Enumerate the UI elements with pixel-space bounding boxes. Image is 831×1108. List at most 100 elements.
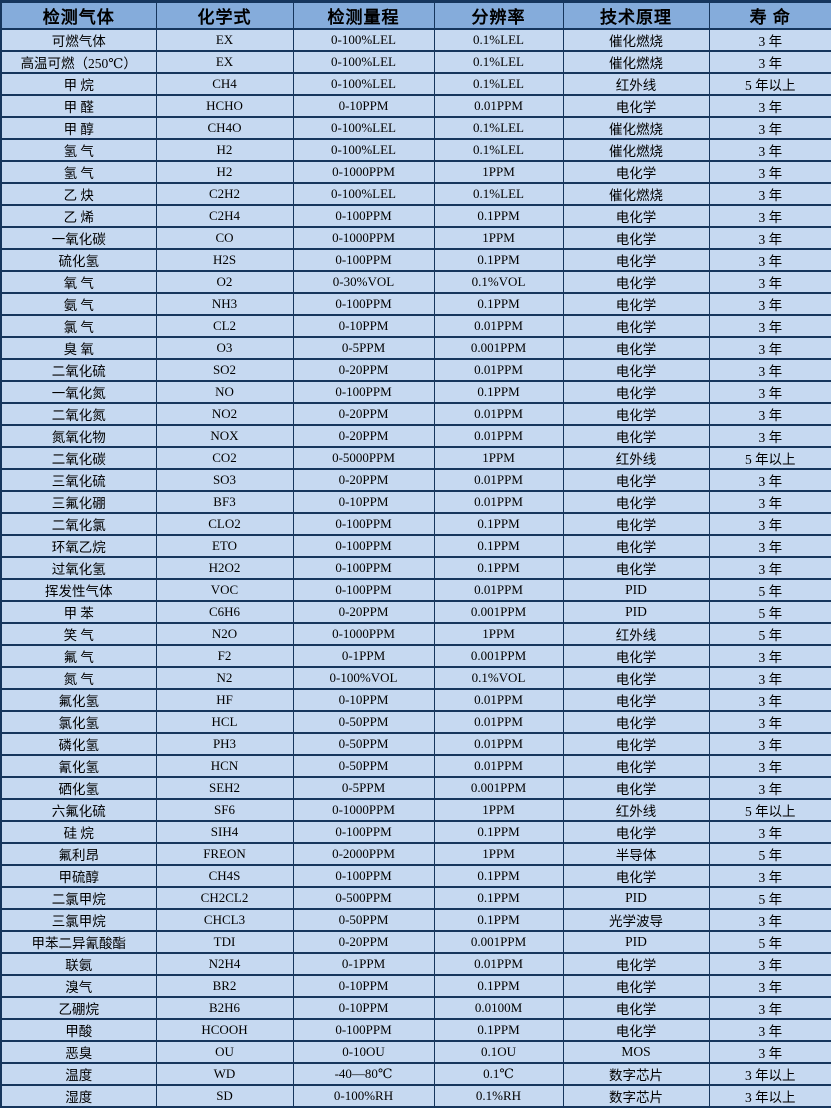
table-cell: 电化学 — [562, 688, 710, 712]
table-cell: 3 年以上 — [708, 1062, 831, 1086]
table-row: 乙 烯 C2H4 0-100PPM 0.1PPM 电化学 3 年 — [0, 204, 831, 228]
table-cell: 3 年 — [708, 908, 831, 932]
table-cell: CL2 — [155, 314, 294, 338]
table-cell: CO — [155, 226, 294, 250]
table-cell: -40—80℃ — [292, 1062, 435, 1086]
table-row: 甲苯二异氰酸酯 TDI 0-20PPM 0.001PPM PID 5 年 — [0, 930, 831, 954]
table-row: 氮氧化物 NOX 0-20PPM 0.01PPM 电化学 3 年 — [0, 424, 831, 448]
table-cell: 三氯甲烷 — [0, 908, 157, 932]
table-cell: 3 年 — [708, 732, 831, 756]
table-cell: ETO — [155, 534, 294, 558]
table-cell: 0.01PPM — [433, 732, 564, 756]
table-row: 联氨 N2H4 0-1PPM 0.01PPM 电化学 3 年 — [0, 952, 831, 976]
table-cell: MOS — [562, 1040, 710, 1064]
table-cell: 0-50PPM — [292, 908, 435, 932]
table-row: 甲 苯 C6H6 0-20PPM 0.001PPM PID 5 年 — [0, 600, 831, 624]
table-cell: 0-500PPM — [292, 886, 435, 910]
table-cell: N2O — [155, 622, 294, 646]
table-cell: 乙硼烷 — [0, 996, 157, 1020]
table-cell: O2 — [155, 270, 294, 294]
table-cell: 0-10PPM — [292, 974, 435, 998]
table-cell: 0.1%LEL — [433, 28, 564, 52]
table-cell: 3 年 — [708, 974, 831, 998]
table-cell: 0-100%LEL — [292, 28, 435, 52]
table-cell: HCN — [155, 754, 294, 778]
table-row: 甲硫醇 CH4S 0-100PPM 0.1PPM 电化学 3 年 — [0, 864, 831, 888]
table-cell: 0.1%VOL — [433, 270, 564, 294]
table-cell: 0.001PPM — [433, 930, 564, 954]
table-cell: 3 年 — [708, 160, 831, 184]
table-cell: 甲 醇 — [0, 116, 157, 140]
table-cell: 二氧化氯 — [0, 512, 157, 536]
table-cell: 0.01PPM — [433, 358, 564, 382]
table-cell: 电化学 — [562, 710, 710, 734]
table-row: 氯化氢 HCL 0-50PPM 0.01PPM 电化学 3 年 — [0, 710, 831, 734]
table-cell: PID — [562, 886, 710, 910]
table-cell: 3 年 — [708, 1018, 831, 1042]
table-cell: NO2 — [155, 402, 294, 426]
table-cell: HCL — [155, 710, 294, 734]
table-cell: 电化学 — [562, 974, 710, 998]
table-row: 恶臭 OU 0-10OU 0.1OU MOS 3 年 — [0, 1040, 831, 1064]
table-cell: 氨 气 — [0, 292, 157, 316]
table-row: 硒化氢 SEH2 0-5PPM 0.001PPM 电化学 3 年 — [0, 776, 831, 800]
table-cell: 5 年以上 — [708, 798, 831, 822]
table-cell: 3 年 — [708, 688, 831, 712]
table-cell: 0-100PPM — [292, 534, 435, 558]
table-row: 二氯甲烷 CH2CL2 0-500PPM 0.1PPM PID 5 年 — [0, 886, 831, 910]
table-cell: 磷化氢 — [0, 732, 157, 756]
table-cell: C6H6 — [155, 600, 294, 624]
table-row: 甲酸 HCOOH 0-100PPM 0.1PPM 电化学 3 年 — [0, 1018, 831, 1042]
table-cell: 0.1PPM — [433, 204, 564, 228]
table-cell: CH4 — [155, 72, 294, 96]
table-cell: 0-100PPM — [292, 204, 435, 228]
table-row: 二氧化氮 NO2 0-20PPM 0.01PPM 电化学 3 年 — [0, 402, 831, 426]
table-cell: 1PPM — [433, 798, 564, 822]
table-cell: 3 年 — [708, 952, 831, 976]
table-cell: 3 年 — [708, 380, 831, 404]
table-cell: HCHO — [155, 94, 294, 118]
table-cell: EX — [155, 50, 294, 74]
table-cell: 0.01PPM — [433, 952, 564, 976]
table-cell: H2 — [155, 138, 294, 162]
table-row: 环氧乙烷 ETO 0-100PPM 0.1PPM 电化学 3 年 — [0, 534, 831, 558]
table-cell: 3 年 — [708, 182, 831, 206]
table-row: 甲 醇 CH4O 0-100%LEL 0.1%LEL 催化燃烧 3 年 — [0, 116, 831, 140]
table-row: 氯 气 CL2 0-10PPM 0.01PPM 电化学 3 年 — [0, 314, 831, 338]
table-row: 甲 烷 CH4 0-100%LEL 0.1%LEL 红外线 5 年以上 — [0, 72, 831, 96]
table-cell: 0-20PPM — [292, 930, 435, 954]
table-cell: SO2 — [155, 358, 294, 382]
table-cell: B2H6 — [155, 996, 294, 1020]
table-cell: 电化学 — [562, 292, 710, 316]
table-cell: 甲苯二异氰酸酯 — [0, 930, 157, 954]
table-cell: 电化学 — [562, 424, 710, 448]
table-cell: 5 年 — [708, 930, 831, 954]
table-row: 一氧化氮 NO 0-100PPM 0.1PPM 电化学 3 年 — [0, 380, 831, 404]
table-cell: 0.1PPM — [433, 248, 564, 272]
table-row: 氧 气 O2 0-30%VOL 0.1%VOL 电化学 3 年 — [0, 270, 831, 294]
table-cell: CHCL3 — [155, 908, 294, 932]
table-cell: 六氟化硫 — [0, 798, 157, 822]
table-cell: 0.1PPM — [433, 886, 564, 910]
table-row: 乙硼烷 B2H6 0-10PPM 0.0100M 电化学 3 年 — [0, 996, 831, 1020]
table-row: 笑 气 N2O 0-1000PPM 1PPM 红外线 5 年 — [0, 622, 831, 646]
table-cell: 乙 炔 — [0, 182, 157, 206]
table-cell: 5 年 — [708, 622, 831, 646]
table-cell: CO2 — [155, 446, 294, 470]
table-cell: CH4S — [155, 864, 294, 888]
table-row: 臭 氧 O3 0-5PPM 0.001PPM 电化学 3 年 — [0, 336, 831, 360]
table-cell: H2 — [155, 160, 294, 184]
column-header: 检测量程 — [292, 0, 435, 30]
table-cell: 电化学 — [562, 996, 710, 1020]
table-row: 六氟化硫 SF6 0-1000PPM 1PPM 红外线 5 年以上 — [0, 798, 831, 822]
table-cell: 0-100PPM — [292, 820, 435, 844]
table-row: 磷化氢 PH3 0-50PPM 0.01PPM 电化学 3 年 — [0, 732, 831, 756]
table-cell: 0-20PPM — [292, 468, 435, 492]
table-cell: C2H2 — [155, 182, 294, 206]
table-cell: 0-100%RH — [292, 1084, 435, 1108]
column-header: 寿 命 — [708, 0, 831, 30]
table-row: 一氧化碳 CO 0-1000PPM 1PPM 电化学 3 年 — [0, 226, 831, 250]
table-row: 湿度 SD 0-100%RH 0.1%RH 数字芯片 3 年以上 — [0, 1084, 831, 1108]
table-cell: 0-100%LEL — [292, 182, 435, 206]
table-cell: O3 — [155, 336, 294, 360]
